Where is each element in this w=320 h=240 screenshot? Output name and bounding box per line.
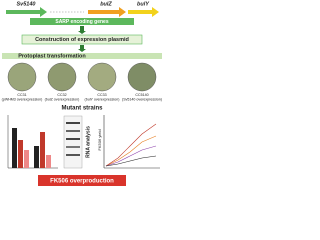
- strain-desc: (pWHM3 overexpression): [2, 97, 43, 101]
- gene-arrow: [88, 7, 126, 17]
- line-panel: [103, 115, 160, 169]
- gene-label: bulY: [137, 1, 150, 7]
- panel-label: FK506 yield: [97, 129, 102, 150]
- step-box: [21, 34, 143, 45]
- step-band: [2, 53, 162, 59]
- gene-group-box: [30, 18, 134, 25]
- strain-name: CC33: [97, 93, 106, 97]
- petri-dish: [7, 62, 37, 92]
- petri-dish: [47, 62, 77, 92]
- petri-dish: [87, 62, 117, 92]
- gene-arrow: [128, 7, 159, 17]
- rna-panel: [63, 115, 83, 169]
- strain-desc: (bulZ overexpression): [45, 97, 80, 101]
- result-box: [38, 175, 126, 186]
- step-label: Construction of expression plasmid: [35, 37, 129, 43]
- result-label: FK506 overproduction: [50, 178, 114, 184]
- gene-label: bulZ: [100, 1, 112, 7]
- strain-name: CC32: [57, 93, 66, 97]
- mutant-title: Mutant strains: [61, 106, 103, 112]
- gene-label: Sv5140: [17, 1, 36, 7]
- flow-arrow: [78, 45, 86, 52]
- gene-arrow: [6, 7, 47, 17]
- diagram: Sv5140 bulZ bulY SARP encoding genes Con…: [2, 1, 162, 186]
- strain-name: CC31: [17, 93, 26, 97]
- bar-panel: [7, 115, 58, 169]
- flow-arrow: [78, 26, 86, 34]
- strain-desc: (bulY overexpression): [85, 97, 120, 101]
- step-label: Protoplast transformation: [18, 54, 86, 60]
- gene-group-label: SARP encoding genes: [55, 19, 108, 25]
- panel-label: RNA analysis: [85, 126, 91, 158]
- strain-name: CC5140: [135, 93, 148, 97]
- strain-desc: (Sv5140 overexpression): [122, 97, 162, 101]
- petri-dish: [127, 62, 157, 92]
